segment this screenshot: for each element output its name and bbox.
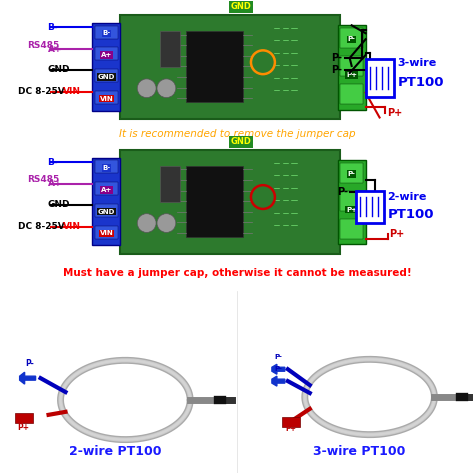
Text: P-: P- — [331, 53, 342, 63]
Bar — [95, 160, 118, 173]
Text: GND: GND — [98, 74, 115, 80]
Bar — [95, 182, 118, 195]
Circle shape — [157, 214, 176, 232]
Text: 2-wire PT100: 2-wire PT100 — [69, 445, 162, 458]
Text: GND: GND — [47, 200, 70, 209]
Text: P-: P- — [348, 171, 356, 177]
Bar — [160, 31, 180, 67]
Bar — [186, 31, 243, 102]
Text: VIN: VIN — [100, 96, 113, 102]
Text: PT100: PT100 — [398, 76, 444, 89]
Text: DC 8-25V: DC 8-25V — [18, 87, 64, 96]
Text: A+: A+ — [101, 52, 112, 58]
Text: P-: P- — [25, 359, 34, 368]
Text: B-: B- — [47, 23, 58, 32]
Text: GND: GND — [230, 2, 251, 11]
Bar — [340, 56, 363, 76]
Bar — [92, 23, 120, 110]
Text: P+: P+ — [18, 423, 30, 432]
Text: P-: P- — [274, 355, 282, 360]
Bar — [95, 91, 118, 104]
Bar — [340, 84, 363, 104]
Text: GND: GND — [98, 209, 115, 215]
Text: P-: P- — [331, 65, 342, 75]
Bar — [337, 160, 365, 245]
Text: P-: P- — [337, 187, 347, 197]
Circle shape — [137, 79, 156, 98]
Bar — [120, 16, 340, 119]
Bar — [186, 166, 243, 237]
Text: B-: B- — [47, 158, 58, 166]
Text: RS485: RS485 — [27, 41, 60, 50]
Bar — [95, 226, 118, 239]
Bar — [15, 413, 33, 423]
Text: A+: A+ — [47, 45, 62, 54]
Bar — [95, 47, 118, 60]
Text: VIN: VIN — [100, 230, 113, 237]
Circle shape — [137, 214, 156, 232]
Bar — [340, 191, 363, 210]
Text: VIN: VIN — [63, 222, 81, 231]
Bar — [337, 25, 365, 109]
Bar — [120, 150, 340, 254]
Text: RS485: RS485 — [27, 175, 60, 184]
Text: Must have a jumper cap, otherwise it cannot be measured!: Must have a jumper cap, otherwise it can… — [63, 268, 411, 278]
Bar — [340, 163, 363, 182]
Bar — [95, 204, 118, 217]
Bar — [340, 219, 363, 239]
Text: B-: B- — [102, 165, 110, 171]
Text: 2-wire: 2-wire — [388, 192, 427, 202]
Polygon shape — [19, 372, 36, 384]
Text: P+: P+ — [388, 108, 403, 118]
Text: DC 8-25V: DC 8-25V — [18, 222, 64, 231]
Bar — [92, 158, 120, 246]
Circle shape — [157, 79, 176, 98]
Text: P+: P+ — [285, 426, 296, 432]
Text: PT100: PT100 — [388, 208, 434, 221]
Text: 3-wire: 3-wire — [398, 58, 437, 68]
Text: P+: P+ — [390, 229, 405, 239]
Text: GND: GND — [230, 137, 251, 146]
Bar — [282, 417, 300, 427]
Text: It is recommended to remove the jumper cap: It is recommended to remove the jumper c… — [118, 129, 356, 139]
Text: VIN: VIN — [63, 87, 81, 96]
Text: GND: GND — [47, 65, 70, 74]
Text: A+: A+ — [47, 180, 62, 188]
Bar — [340, 28, 363, 48]
Text: P+: P+ — [346, 72, 357, 78]
Text: P-: P- — [348, 36, 356, 42]
Text: P+: P+ — [346, 207, 357, 213]
Bar — [356, 191, 383, 223]
Polygon shape — [272, 365, 285, 374]
Bar — [365, 59, 393, 97]
Text: A+: A+ — [101, 187, 112, 193]
Bar — [95, 26, 118, 38]
Polygon shape — [272, 376, 285, 386]
Bar — [160, 166, 180, 202]
Bar — [95, 69, 118, 82]
Text: P-: P- — [274, 366, 282, 372]
Text: B-: B- — [102, 30, 110, 36]
Text: 3-wire PT100: 3-wire PT100 — [313, 445, 406, 458]
